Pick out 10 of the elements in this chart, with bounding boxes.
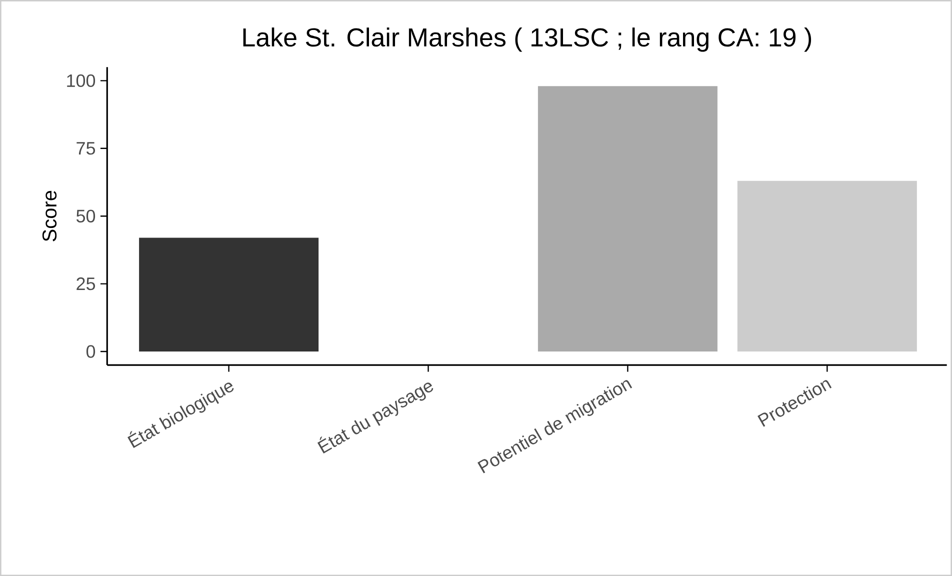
y-tick-label: 0 [86, 345, 96, 358]
y-axis-title: Score [42, 190, 57, 242]
y-tick-label: 75 [76, 142, 96, 155]
chart-title: Lake St. Clair Marshes ( 13LSC ; le rang CA: 19 ) [243, 27, 812, 52]
y-tick-label: 50 [76, 210, 96, 222]
bar [139, 238, 319, 352]
bar [737, 180, 917, 352]
bar [538, 86, 718, 352]
y-tick-label: 100 [67, 74, 96, 87]
y-tick-label: 25 [76, 277, 96, 290]
